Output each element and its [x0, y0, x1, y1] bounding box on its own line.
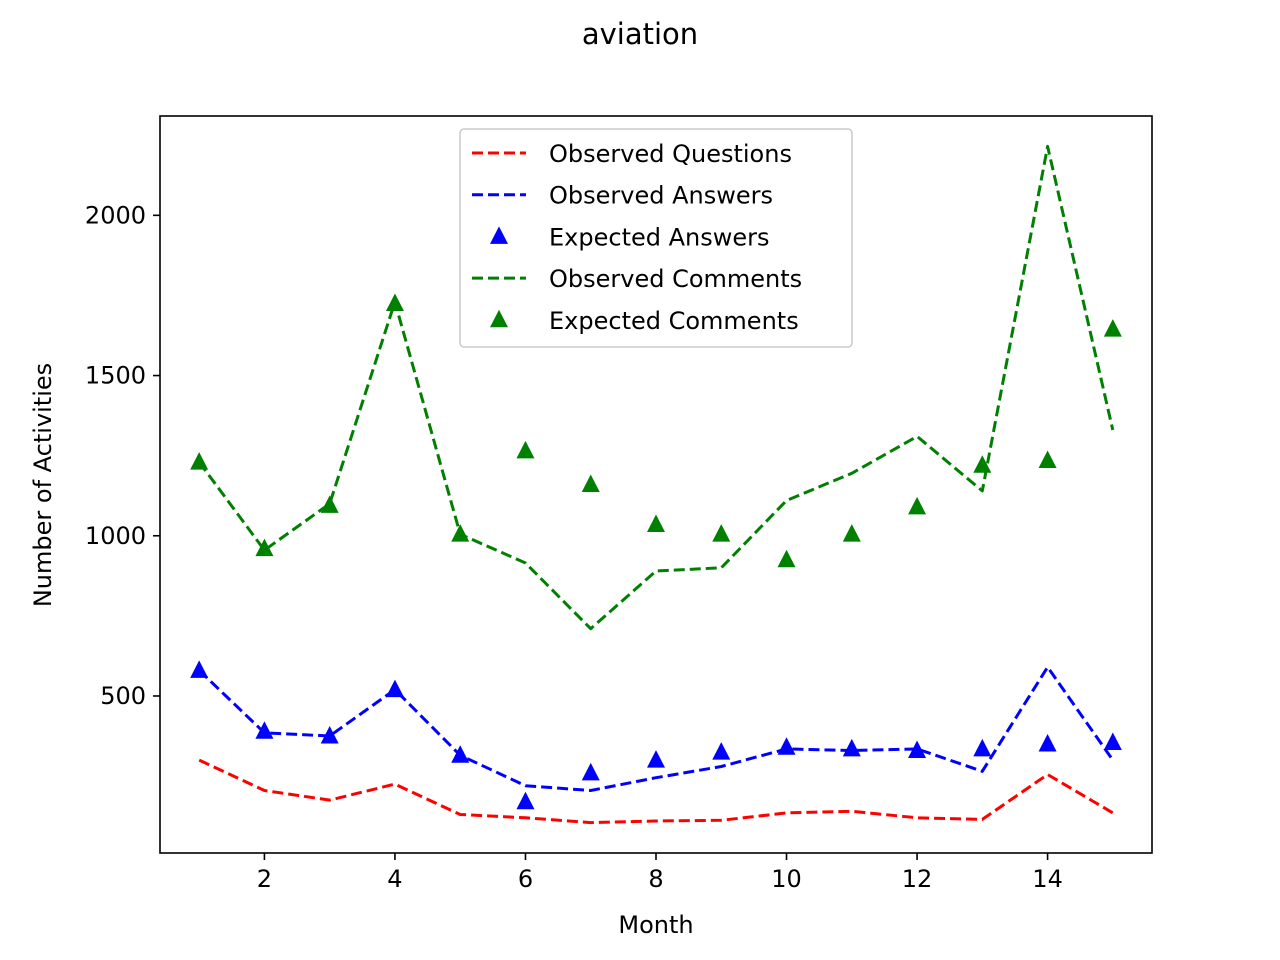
data-point-expected-comments: [451, 524, 470, 542]
y-tick-label: 500: [100, 682, 146, 710]
data-point-expected-answers: [973, 738, 992, 757]
data-point-expected-comments: [581, 474, 600, 492]
data-point-expected-comments: [647, 514, 665, 533]
data-point-expected-answers: [777, 737, 796, 755]
x-tick-label: 4: [387, 865, 402, 893]
x-tick-label: 8: [648, 865, 663, 893]
data-point-expected-answers: [581, 762, 600, 781]
legend-label-observed-answers: Observed Answers: [549, 182, 773, 210]
legend-label-observed-questions: Observed Questions: [549, 140, 792, 168]
x-tick-label: 6: [518, 865, 533, 893]
series-line-observed-comments: [197, 144, 1115, 631]
data-point-expected-answers: [320, 726, 339, 744]
data-point-expected-comments: [712, 524, 731, 542]
legend-box: [459, 128, 853, 348]
y-axis-title: Number of Activities: [29, 363, 57, 607]
legend-swatch-expected-answers: [490, 226, 508, 244]
x-tick-label: 12: [902, 865, 933, 893]
data-point-expected-comments: [1103, 319, 1122, 337]
y-tick-label: 2000: [85, 201, 146, 229]
legend-label-expected-comments: Expected Comments: [549, 307, 799, 335]
data-point-expected-answers: [516, 791, 535, 810]
data-point-expected-answers: [451, 745, 470, 763]
x-tick-label: 2: [257, 865, 272, 893]
data-point-expected-comments: [777, 549, 796, 568]
data-point-expected-answers: [255, 721, 274, 739]
data-point-expected-comments: [908, 496, 927, 515]
y-tick-label: 1500: [85, 362, 146, 390]
legend-label-observed-comments: Observed Comments: [549, 265, 802, 293]
data-point-expected-answers: [908, 740, 927, 758]
data-point-expected-comments: [973, 455, 992, 473]
y-tick-label: 1000: [85, 522, 146, 550]
x-tick-label: 14: [1032, 865, 1063, 893]
x-axis-title: Month: [618, 911, 693, 939]
data-point-expected-answers: [1103, 732, 1122, 750]
legend-label-expected-answers: Expected Answers: [549, 223, 770, 251]
data-point-expected-answers: [647, 750, 665, 768]
data-point-expected-answers: [1038, 734, 1057, 752]
data-point-expected-answers: [842, 738, 861, 757]
data-point-expected-answers: [190, 660, 209, 678]
data-point-expected-comments: [1038, 450, 1057, 468]
series-line-observed-answers: [198, 665, 1115, 792]
data-point-expected-comments: [255, 538, 274, 557]
data-point-expected-comments: [385, 293, 404, 311]
data-point-expected-comments: [842, 524, 861, 542]
data-point-expected-comments: [320, 495, 339, 513]
x-tick-label: 10: [771, 865, 802, 893]
chart-title: aviation: [582, 17, 698, 51]
data-point-expected-answers: [385, 679, 404, 698]
legend-swatch-expected-comments: [490, 309, 508, 328]
data-point-expected-comments: [516, 440, 535, 459]
data-point-expected-answers: [712, 742, 731, 760]
data-point-expected-comments: [190, 452, 209, 470]
legend: Observed Questions Observed Answers Expect…: [459, 128, 853, 348]
plot-area: [190, 144, 1122, 825]
axes: 2 4 6 8 10 12 14 500 1000 1500 2000: [85, 115, 1153, 893]
series-line-observed-questions: [198, 758, 1114, 825]
